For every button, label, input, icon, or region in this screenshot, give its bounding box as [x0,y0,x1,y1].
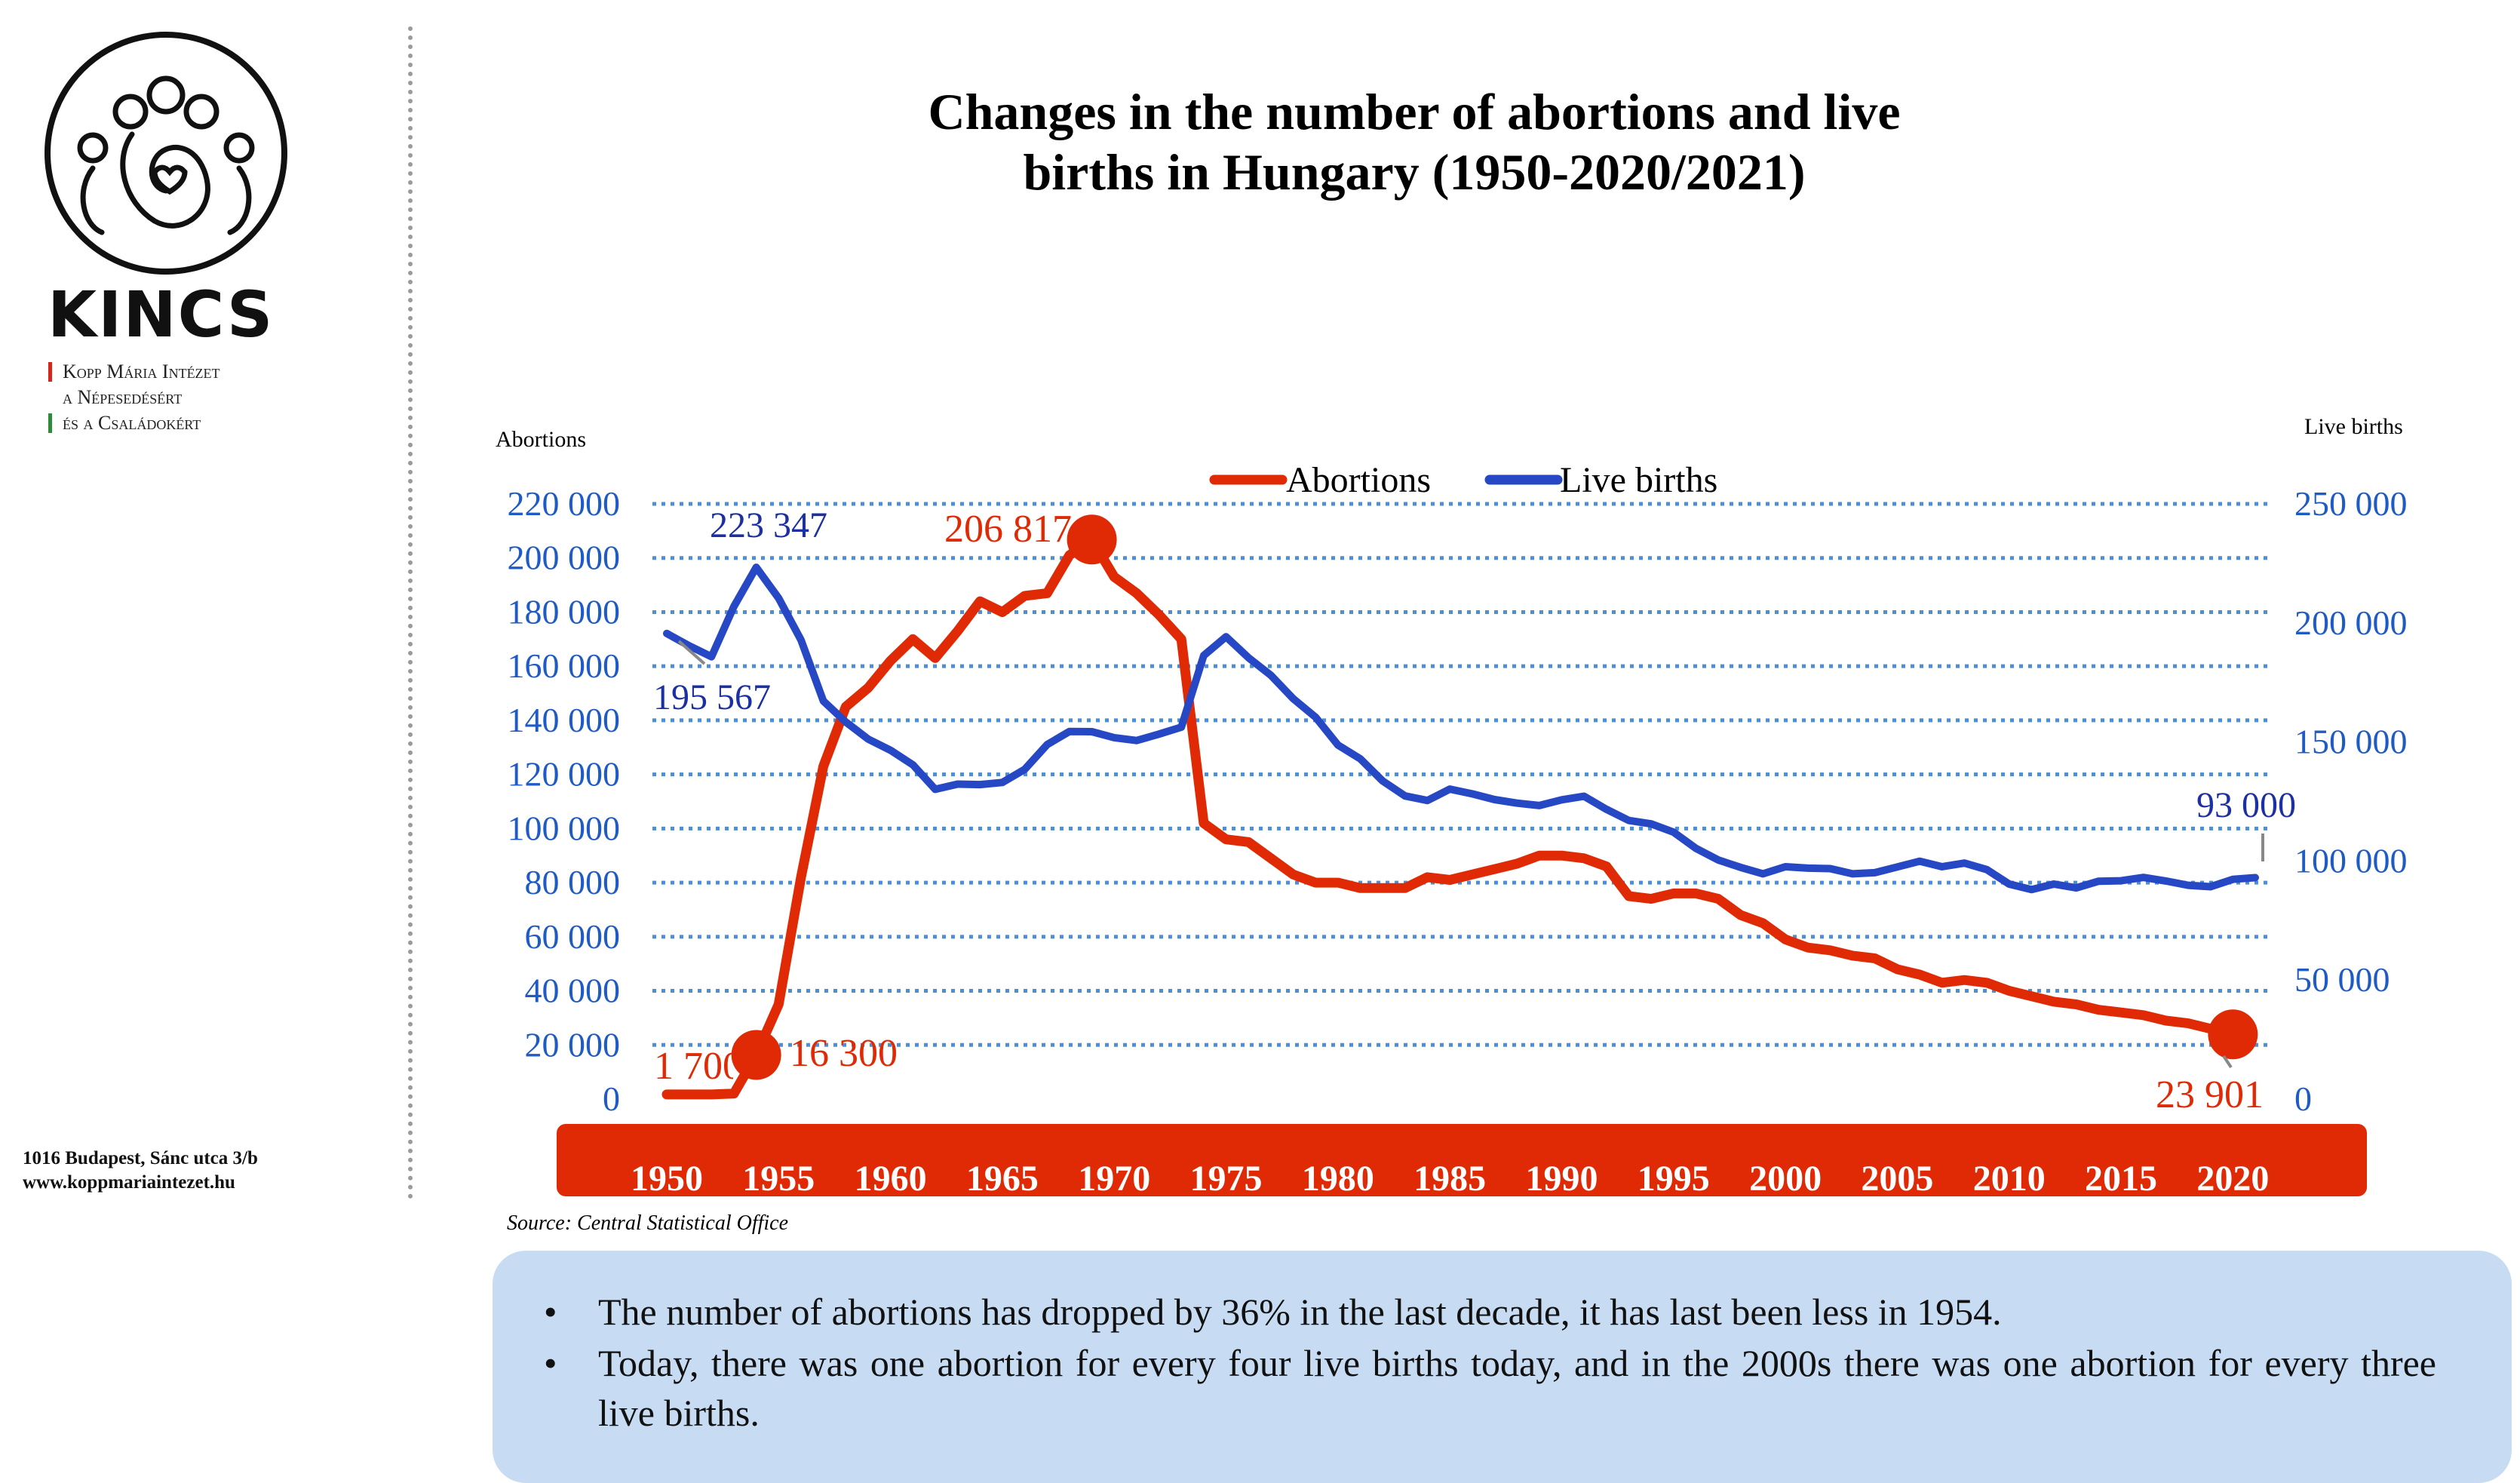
leader-line [677,640,706,665]
left-tick-label: 0 [603,1079,620,1118]
data-label-abortions-1954: 16 300 [790,1032,898,1075]
data-label-abortions-1950: 1 700 [654,1045,742,1088]
x-axis-band [557,1124,2367,1196]
left-tick-label: 120 000 [508,755,621,794]
left-tick-label: 180 000 [508,592,621,631]
x-tick-label: 1950 [631,1159,703,1199]
x-tick-label: 2000 [1749,1159,1822,1199]
x-tick-label: 2020 [2196,1159,2269,1199]
left-axis-title: Abortions [496,427,586,452]
right-axis-title: Live births [2304,414,2403,439]
left-tick-label: 20 000 [525,1025,621,1064]
highlight-marker [1067,514,1117,565]
left-tick-label: 60 000 [525,917,621,956]
chart-title-line-2: births in Hungary (1950-2020/2021) [1023,143,1806,201]
left-tick-label: 100 000 [508,809,621,847]
right-tick-label: 0 [2294,1079,2312,1118]
x-tick-label: 1960 [855,1159,927,1199]
note-item: The number of abortions has dropped by 3… [544,1287,2436,1337]
x-tick-label: 1990 [1525,1159,1598,1199]
highlight-marker [2208,1009,2258,1060]
x-tick-label: 2005 [1861,1159,1933,1199]
source-note: Source: Central Statistical Office [507,1211,788,1235]
x-tick-label: 1980 [1302,1159,1374,1199]
right-tick-label: 250 000 [2294,484,2408,523]
left-tick-label: 80 000 [525,863,621,901]
highlight-marker [731,1030,781,1080]
note-item: Today, there was one abortion for every … [544,1338,2436,1438]
sidebar-divider [408,26,413,1199]
data-label-live-births-1950: 195 567 [653,677,771,717]
x-tick-label: 1985 [1413,1159,1486,1199]
notes-box: The number of abortions has dropped by 3… [493,1251,2512,1483]
institute-line-1: Kopp Mária Intézet [63,361,220,382]
data-label-live-births-1954: 223 347 [710,505,827,545]
chart-title: Changes in the number of abortions and l… [754,81,2074,202]
x-tick-label: 1970 [1078,1159,1150,1199]
series-line-abortions [661,534,2238,1100]
address: 1016 Budapest, Sánc utca 3/b www.koppmar… [23,1147,258,1195]
x-tick-label: 1995 [1638,1159,1710,1199]
left-tick-label: 160 000 [508,646,621,685]
right-tick-label: 200 000 [2294,603,2408,642]
left-tick-label: 140 000 [508,701,621,739]
right-tick-label: 150 000 [2294,723,2408,761]
left-tick-label: 200 000 [508,539,621,577]
x-tick-label: 2015 [2085,1159,2157,1199]
left-tick-label: 40 000 [525,972,621,1010]
address-website[interactable]: www.koppmariaintezet.hu [23,1172,235,1193]
x-tick-label: 2010 [1973,1159,2046,1199]
data-label-live-births-2021: 93 000 [2196,785,2296,825]
institute-name: Kopp Mária Intézet a Népesedésért és a C… [48,359,220,436]
data-label-abortions-2020: 23 901 [2156,1073,2264,1116]
data-label-abortions-1969: 206 817 [944,508,1072,551]
left-tick-label: 220 000 [508,484,621,523]
x-tick-label: 1965 [966,1159,1039,1199]
x-tick-label: 1975 [1190,1159,1263,1199]
leader-line [2222,1055,2233,1069]
kincs-logo-icon [45,32,287,275]
flag-white-icon [48,388,52,407]
right-tick-label: 50 000 [2294,960,2390,999]
x-tick-label: 1955 [742,1159,815,1199]
series-line-live-births [663,563,2259,894]
brand-name: KINCS [48,278,275,352]
flag-green-icon [48,413,52,433]
flag-red-icon [48,362,52,382]
legend-label-abortions: Abortions [1286,460,1431,500]
address-street: 1016 Budapest, Sánc utca 3/b [23,1148,258,1168]
legend-label-live-births: Live births [1560,460,1717,500]
institute-line-2: a Népesedésért [63,386,183,408]
chart-title-line-1: Changes in the number of abortions and l… [928,83,1901,140]
institute-line-3: és a Családokért [63,412,201,434]
right-tick-label: 100 000 [2294,841,2408,880]
sidebar: KINCS Kopp Mária Intézet a Népesedésért … [0,0,422,1483]
